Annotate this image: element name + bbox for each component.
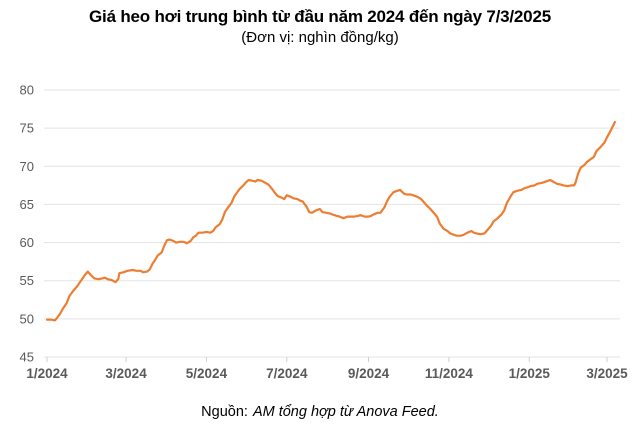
source-label: Nguồn: xyxy=(201,404,248,420)
y-tick-label: 75 xyxy=(20,121,34,136)
y-tick-label: 45 xyxy=(20,350,34,365)
y-tick-label: 80 xyxy=(20,83,34,98)
y-tick-label: 70 xyxy=(20,159,34,174)
x-tick-label: 9/2024 xyxy=(348,366,390,381)
x-axis: 1/2024 3/2024 5/2024 7/2024 9/2024 11/2024 1/2… xyxy=(26,357,628,381)
x-tick-label: 3/2024 xyxy=(105,366,147,381)
y-tick-label: 50 xyxy=(20,311,34,326)
y-tick-label: 65 xyxy=(20,197,34,212)
x-tick-label: 5/2024 xyxy=(186,366,228,381)
y-tick-label: 55 xyxy=(20,273,34,288)
x-tick-label: 1/2025 xyxy=(509,366,551,381)
source-text: AM tổng hợp từ Anova Feed. xyxy=(252,404,439,420)
source-note: Nguồn: AM tổng hợp từ Anova Feed. xyxy=(0,404,640,420)
x-tick-label: 7/2024 xyxy=(266,366,308,381)
price-line xyxy=(45,120,617,322)
x-tick-label: 11/2024 xyxy=(425,366,474,381)
chart-title: Giá heo hơi trung bình từ đầu năm 2024 đ… xyxy=(89,7,551,26)
y-tick-label: 60 xyxy=(20,235,34,250)
y-axis-labels: 45 50 55 60 65 70 75 80 xyxy=(20,83,34,365)
chart-subtitle: (Đơn vị: nghìn đồng/kg) xyxy=(241,29,399,46)
x-tick-label: 1/2024 xyxy=(26,366,68,381)
gridlines xyxy=(44,89,620,358)
x-tick-label: 3/2025 xyxy=(586,366,628,381)
